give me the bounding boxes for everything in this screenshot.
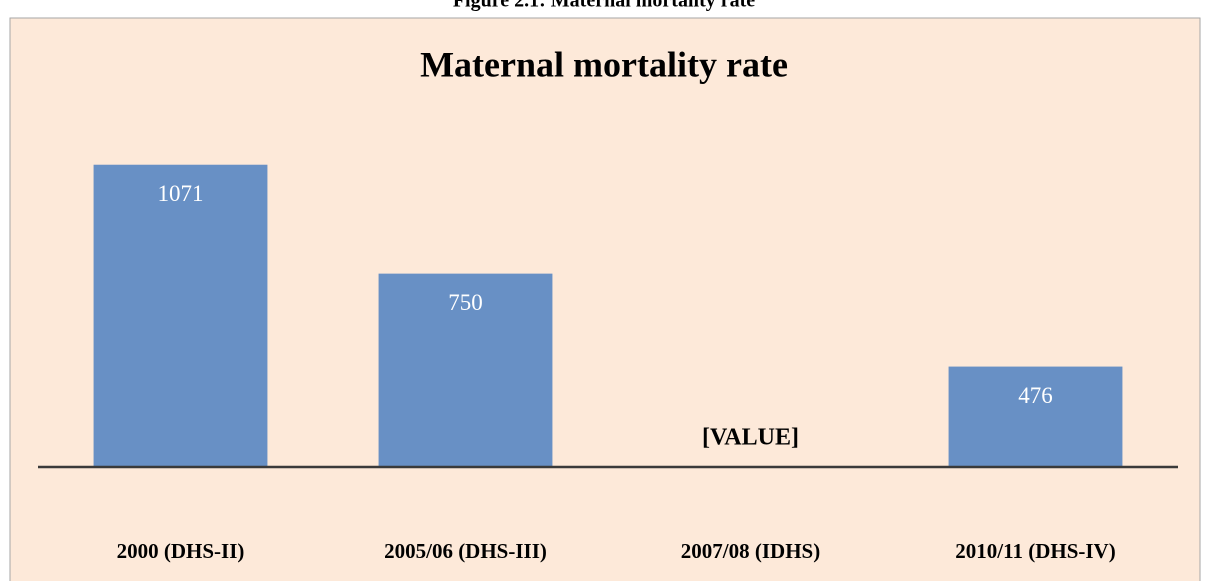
chart-title: Maternal mortality rate	[420, 44, 788, 84]
bar	[93, 164, 268, 467]
x-tick-label: 2007/08 (IDHS)	[681, 539, 820, 563]
data-label: 476	[1018, 383, 1053, 408]
data-label: 750	[448, 290, 483, 315]
x-tick-label: 2000 (DHS-II)	[117, 539, 245, 563]
bar	[948, 366, 1123, 467]
bar	[378, 273, 553, 467]
x-tick-label: 2005/06 (DHS-III)	[384, 539, 547, 563]
figure-caption: Figure 2.1: Maternal mortality rate	[453, 0, 755, 12]
data-label: 1071	[158, 181, 204, 206]
x-tick-label: 2010/11 (DHS-IV)	[955, 539, 1115, 563]
data-label: [VALUE]	[702, 425, 799, 451]
